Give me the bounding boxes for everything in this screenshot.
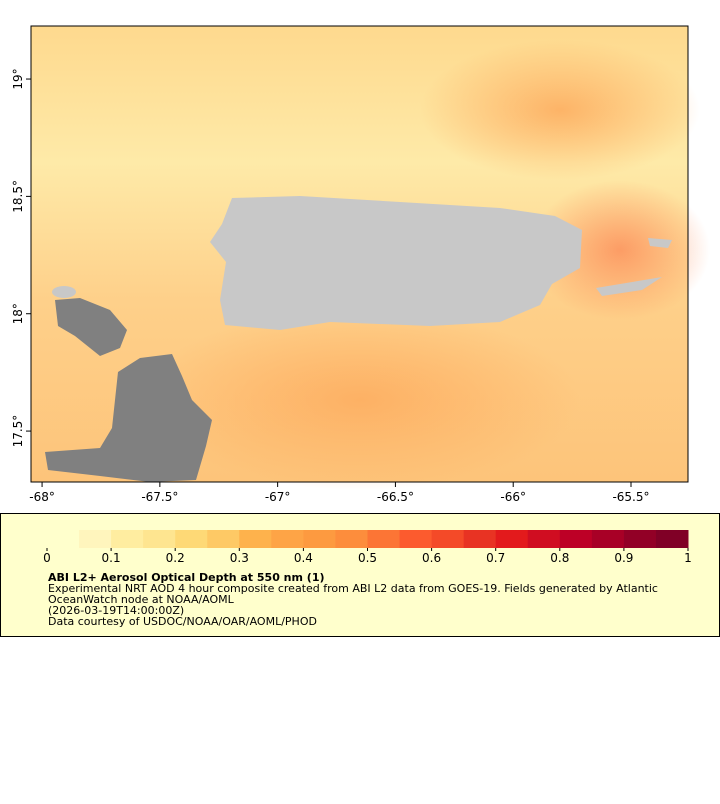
colorbar-tick-label: 0.2 bbox=[166, 551, 185, 565]
caption-title: ABI L2+ Aerosol Optical Depth at 550 nm … bbox=[48, 571, 325, 584]
no-data-area bbox=[45, 354, 212, 482]
colorbar-swatch bbox=[655, 530, 689, 548]
colorbar-tick-label: 0.5 bbox=[358, 551, 377, 565]
x-tick-label: -66° bbox=[500, 490, 526, 504]
y-tick-label: 17.5° bbox=[11, 415, 25, 448]
land bbox=[210, 196, 582, 330]
colorbar-swatch bbox=[207, 530, 240, 548]
aod-field bbox=[140, 310, 580, 490]
colorbar-swatch bbox=[431, 530, 465, 548]
x-tick-label: -68° bbox=[29, 490, 55, 504]
y-tick-label: 18.5° bbox=[11, 180, 25, 213]
colorbar-swatch bbox=[271, 530, 304, 548]
colorbar-tick-label: 0.3 bbox=[230, 551, 249, 565]
colorbar-swatch bbox=[591, 530, 625, 548]
colorbar-swatch bbox=[335, 530, 368, 548]
colorbar-swatch bbox=[527, 530, 561, 548]
colorbar-tick-label: 0.4 bbox=[294, 551, 313, 565]
map-raster bbox=[30, 25, 710, 490]
colorbar-tick-label: 0.1 bbox=[102, 551, 121, 565]
map-frame bbox=[30, 25, 689, 483]
land bbox=[648, 238, 672, 248]
x-tick-label: -67.5° bbox=[141, 490, 178, 504]
no-data-area bbox=[55, 298, 127, 356]
colorbar-tick-label: 1 bbox=[684, 551, 692, 565]
colorbar-swatch bbox=[47, 530, 80, 548]
land bbox=[596, 277, 662, 296]
colorbar-swatch bbox=[239, 530, 272, 548]
colorbar-swatch bbox=[303, 530, 336, 548]
y-tick-label: 18° bbox=[11, 303, 25, 324]
land bbox=[52, 286, 76, 298]
colorbar-swatch bbox=[559, 530, 593, 548]
x-tick-label: -65.5° bbox=[612, 490, 649, 504]
colorbar-swatch bbox=[495, 530, 529, 548]
y-tick-label: 19° bbox=[11, 68, 25, 89]
x-tick-label: -67° bbox=[265, 490, 291, 504]
colorbar-tick-label: 0 bbox=[43, 551, 51, 565]
colorbar-tick-label: 0.7 bbox=[486, 551, 505, 565]
colorbar-tick-label: 0.8 bbox=[550, 551, 569, 565]
aod-field bbox=[530, 180, 710, 320]
caption-line: Experimental NRT AOD 4 hour composite cr… bbox=[48, 582, 658, 595]
colorbar-tick-label: 0.9 bbox=[614, 551, 633, 565]
colorbar-swatch bbox=[143, 530, 176, 548]
x-tick-label: -66.5° bbox=[377, 490, 414, 504]
colorbar-swatch bbox=[175, 530, 208, 548]
colorbar-swatch bbox=[111, 530, 144, 548]
colorbar-tick-label: 0.6 bbox=[422, 551, 441, 565]
colorbar-swatch bbox=[463, 530, 497, 548]
colorbar-swatch bbox=[399, 530, 433, 548]
caption-line: (2026-03-19T14:00:00Z) bbox=[48, 604, 184, 617]
caption-line: Data courtesy of USDOC/NOAA/OAR/AOML/PHO… bbox=[48, 615, 317, 628]
colorbar-swatch bbox=[79, 530, 112, 548]
colorbar-swatch bbox=[623, 530, 657, 548]
aod-field bbox=[420, 40, 700, 180]
colorbar-swatch bbox=[367, 530, 401, 548]
caption-line: OceanWatch node at NOAA/AOML bbox=[48, 593, 235, 606]
